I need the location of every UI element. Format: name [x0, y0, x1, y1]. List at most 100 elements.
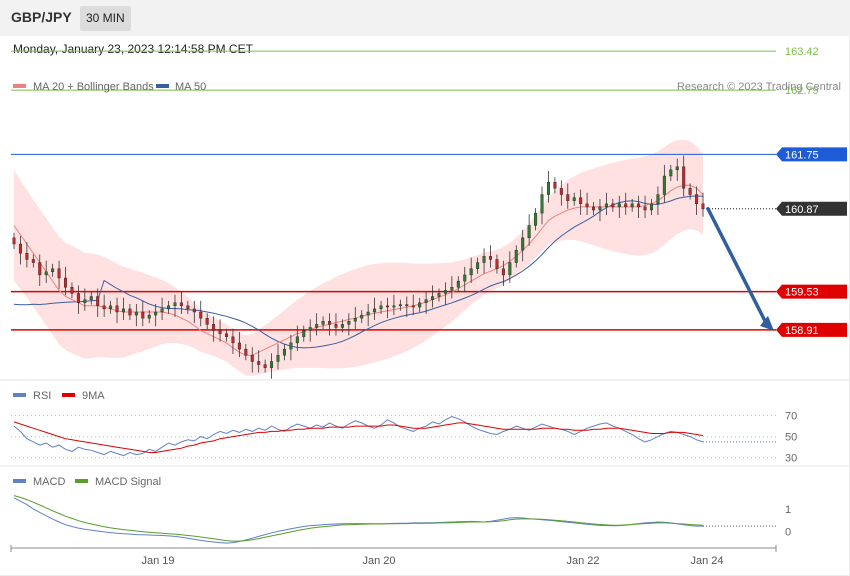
- candle: [315, 313, 319, 336]
- candle-body: [76, 293, 80, 303]
- candle: [392, 294, 396, 316]
- candle-body: [656, 194, 660, 205]
- candle: [624, 192, 628, 215]
- candle: [463, 266, 467, 293]
- x-tick-label: Jan 22: [566, 555, 599, 567]
- candle: [701, 192, 705, 217]
- candle-body: [115, 305, 119, 313]
- candle: [649, 198, 653, 215]
- level-label-158-91: 158.91: [785, 325, 819, 337]
- candle-body: [482, 256, 486, 263]
- rsi-tick-30: 30: [785, 453, 797, 465]
- level-label-162-79: 162.79: [785, 85, 819, 97]
- candle: [418, 297, 422, 312]
- candle-body: [392, 305, 396, 308]
- candle-body: [83, 299, 87, 303]
- candle: [695, 186, 699, 215]
- candle: [598, 198, 602, 222]
- candle: [134, 303, 138, 327]
- candle: [411, 294, 415, 316]
- candle-body: [38, 262, 42, 276]
- candle-body: [598, 206, 602, 211]
- candle: [579, 189, 583, 215]
- candle-body: [682, 166, 686, 189]
- candle-body: [476, 262, 480, 269]
- candle-body: [25, 253, 29, 260]
- legend-swatch-macd-signal: [75, 479, 88, 483]
- candle: [199, 300, 203, 327]
- candle: [160, 297, 164, 321]
- candle-body: [585, 203, 589, 208]
- candle: [276, 344, 280, 370]
- forecast-arrow-head: [760, 315, 774, 331]
- candle-body: [688, 188, 692, 195]
- candle-body: [218, 330, 222, 334]
- candle: [231, 328, 235, 355]
- candle-body: [405, 304, 409, 307]
- candle: [450, 276, 454, 299]
- candle: [257, 350, 261, 373]
- candle: [38, 254, 42, 287]
- candle: [553, 177, 557, 194]
- candle: [373, 297, 377, 321]
- candle: [186, 300, 190, 314]
- candle-body: [385, 305, 389, 308]
- candle: [295, 325, 299, 351]
- timeframe-button[interactable]: 30 MIN: [80, 6, 131, 31]
- candle: [218, 319, 222, 342]
- candle-body: [96, 296, 100, 307]
- rsi-tick-50: 50: [785, 432, 797, 444]
- candle-body: [508, 262, 512, 276]
- candle: [334, 313, 338, 336]
- candle-body: [514, 249, 518, 263]
- rsi-series-9ma: [13, 421, 704, 453]
- candle: [521, 229, 525, 262]
- candle: [70, 282, 74, 299]
- ma50-line: [13, 195, 704, 349]
- candle: [154, 303, 158, 327]
- candle: [282, 344, 286, 361]
- candle: [366, 303, 370, 327]
- candle-body: [212, 324, 216, 331]
- currency-pair-title: GBP/JPY: [11, 9, 72, 25]
- candle-body: [328, 321, 332, 325]
- candle-body: [44, 271, 48, 276]
- candle-body: [643, 206, 647, 211]
- rsi-panel: 70 50 30 RSI 9MA: [11, 390, 797, 465]
- candle-body: [321, 321, 325, 325]
- candle: [109, 300, 113, 314]
- candle-body: [611, 203, 615, 208]
- candle: [534, 208, 538, 231]
- candle-body: [624, 203, 628, 208]
- macd-series-macd: [13, 497, 703, 544]
- legend-swatch-ma20: [13, 84, 26, 88]
- candle-body: [424, 299, 428, 303]
- candle: [57, 260, 61, 290]
- rsi-tick-70: 70: [785, 411, 797, 423]
- candle: [76, 285, 80, 314]
- candle-body: [199, 311, 203, 319]
- candle: [508, 251, 512, 283]
- candle: [405, 296, 409, 317]
- candle-body: [205, 317, 209, 325]
- candle-body: [257, 361, 261, 365]
- candle: [688, 183, 692, 200]
- level-label-159-53: 159.53: [785, 287, 819, 299]
- candle: [237, 331, 241, 358]
- candle-body: [501, 268, 505, 276]
- candle: [212, 316, 216, 342]
- candle-body: [649, 203, 653, 211]
- candle: [585, 192, 589, 215]
- candle-body: [160, 308, 164, 313]
- candle-body: [398, 304, 402, 307]
- candle-body: [89, 296, 93, 300]
- x-tick-label: Jan 20: [362, 555, 395, 567]
- macd-series-signal: [13, 495, 704, 542]
- candle: [617, 195, 621, 219]
- candle-body: [456, 280, 460, 288]
- candle: [141, 300, 145, 327]
- legend-label-ma20: MA 20 + Bollinger Bands: [33, 81, 154, 93]
- candle-body: [173, 302, 177, 307]
- macd-tick-0: 0: [785, 526, 791, 538]
